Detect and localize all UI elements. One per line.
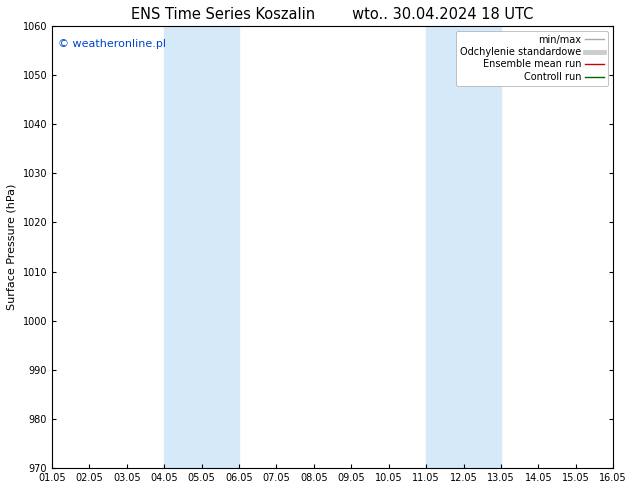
Title: ENS Time Series Koszalin        wto.. 30.04.2024 18 UTC: ENS Time Series Koszalin wto.. 30.04.202… [131,7,534,22]
Legend: min/max, Odchylenie standardowe, Ensemble mean run, Controll run: min/max, Odchylenie standardowe, Ensembl… [456,31,609,86]
Y-axis label: Surface Pressure (hPa): Surface Pressure (hPa) [7,184,17,310]
Bar [426,26,501,468]
Bar [164,26,239,468]
Text: © weatheronline.pl: © weatheronline.pl [58,39,165,49]
